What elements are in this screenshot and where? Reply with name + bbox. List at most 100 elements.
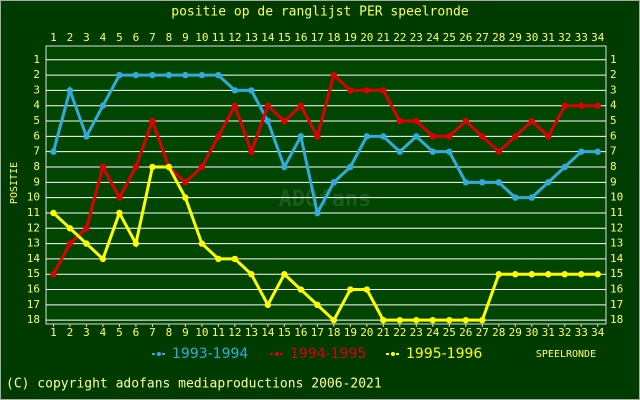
x-tick-label-top: 14 (261, 31, 275, 44)
x-tick-label: 7 (149, 326, 156, 339)
plot-area (45, 45, 607, 325)
point (314, 209, 321, 217)
y-tick-label-right: 2 (610, 68, 617, 81)
x-tick-label: 24 (426, 326, 440, 339)
x-tick-label-top: 1 (50, 31, 57, 44)
y-tick-label-right: 6 (610, 129, 617, 142)
point (297, 286, 305, 293)
point (594, 102, 601, 109)
point (198, 71, 206, 79)
x-tick-label: 3 (83, 326, 90, 339)
point (512, 133, 519, 140)
y-tick-label-right: 11 (610, 206, 623, 219)
point (132, 163, 140, 171)
point (545, 179, 552, 186)
point (363, 87, 371, 94)
y-tick-label-right: 17 (610, 298, 623, 311)
legend-swatch-dot (157, 352, 161, 356)
point (429, 148, 437, 155)
point (149, 163, 156, 171)
point (363, 286, 371, 293)
x-tick-label: 34 (591, 326, 605, 339)
legend-label: 1993-1994 (172, 346, 248, 362)
y-tick-label: 13 (27, 237, 40, 250)
point (231, 255, 239, 263)
point (479, 316, 486, 324)
y-tick-label: 8 (33, 160, 40, 173)
y-tick-label-right: 3 (610, 83, 617, 96)
x-tick-label-top: 22 (393, 31, 406, 44)
point (149, 71, 156, 79)
chart-title: positie op de ranglijst PER speelronde (171, 5, 469, 20)
point (462, 117, 469, 125)
point (264, 102, 272, 109)
x-tick-label-top: 5 (116, 31, 123, 44)
x-tick-label: 31 (542, 326, 555, 339)
x-tick-label-top: 7 (149, 31, 156, 44)
point (248, 87, 255, 94)
y-tick-label-right: 4 (610, 99, 617, 112)
point (99, 163, 107, 171)
point (413, 117, 420, 125)
point (528, 271, 535, 278)
y-tick-label-right: 13 (610, 237, 623, 250)
y-tick-label: 10 (27, 191, 40, 204)
x-tick-label: 1 (50, 326, 57, 339)
point (182, 179, 189, 186)
y-tick-label-right: 16 (610, 283, 623, 296)
point (347, 163, 354, 171)
x-tick-label: 28 (492, 326, 505, 339)
series-line (52, 165, 598, 323)
y-tick-label: 5 (33, 114, 40, 127)
y-tick-label-right: 14 (610, 252, 624, 265)
x-tick-label: 33 (575, 326, 588, 339)
series-line (52, 72, 598, 275)
x-tick-label-top: 10 (195, 31, 208, 44)
point (297, 133, 305, 140)
x-tick-label-top: 20 (360, 31, 373, 44)
legend-swatch-dot (391, 352, 395, 356)
y-tick-label: 12 (27, 221, 40, 234)
x-tick-label: 15 (278, 326, 291, 339)
legend-label: 1994-1995 (290, 346, 366, 362)
point (66, 225, 74, 232)
point (495, 271, 502, 278)
point (50, 209, 57, 217)
point (314, 133, 321, 140)
x-tick-label-top: 16 (294, 31, 307, 44)
point (561, 163, 568, 171)
x-tick-label: 12 (228, 326, 241, 339)
x-tick-label-top: 29 (509, 31, 522, 44)
point (413, 316, 420, 324)
x-tick-label-top: 34 (591, 31, 605, 44)
point (116, 71, 123, 79)
point (215, 133, 222, 140)
point (132, 240, 140, 247)
y-tick-label: 1 (33, 53, 40, 66)
x-tick-label-top: 11 (212, 31, 225, 44)
point (99, 255, 107, 263)
point (132, 71, 140, 79)
point (462, 179, 469, 186)
point (330, 316, 338, 324)
point (479, 133, 486, 140)
x-tick-label-top: 32 (558, 31, 571, 44)
x-tick-label-top: 12 (228, 31, 241, 44)
y-tick-label: 2 (33, 68, 40, 81)
point (330, 71, 338, 79)
x-tick-label: 21 (377, 326, 390, 339)
y-tick-label: 3 (33, 83, 40, 96)
point (297, 102, 305, 109)
point (413, 133, 420, 140)
point (165, 71, 173, 79)
y-tick-label-right: 1 (610, 53, 617, 66)
x-tick-label: 4 (100, 326, 107, 339)
point (429, 316, 437, 324)
point (165, 163, 173, 171)
point (66, 240, 74, 247)
x-axis-label: SPEELRONDE (536, 349, 596, 360)
point (149, 117, 156, 125)
point (231, 87, 239, 94)
point (380, 133, 387, 140)
